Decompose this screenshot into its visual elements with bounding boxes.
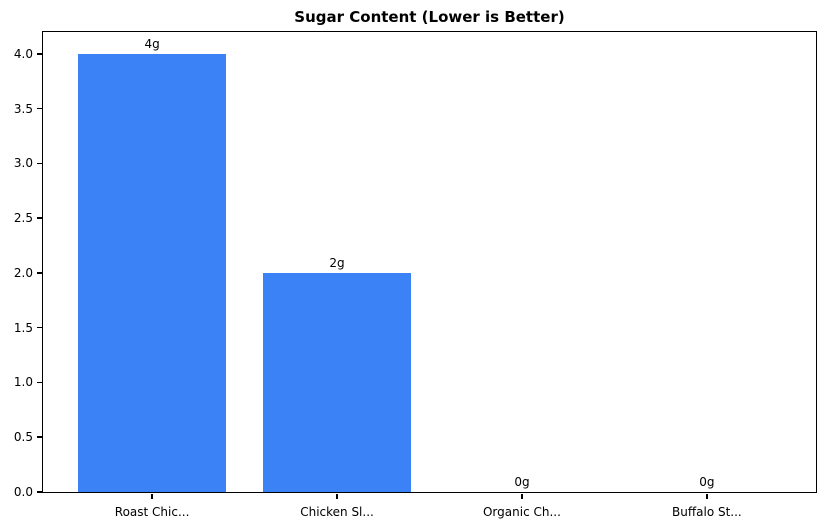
y-tick-label: 3.5 [13,101,33,116]
bar-value-label: 0g [699,475,715,489]
y-tick-label: 0.5 [13,430,33,445]
y-tick-mark [36,162,42,165]
bar-value-label: 0g [514,475,530,489]
y-tick-label: 0.0 [13,485,33,499]
bar [263,272,411,492]
y-tick-mark [36,436,42,438]
y-tick-mark [36,381,42,384]
y-tick-mark [36,272,42,274]
y-tick-label: 2.5 [13,211,33,226]
y-tick-label: 2.0 [13,265,33,280]
x-tick-mark [336,493,338,499]
x-tick-label: Chicken Sl... [300,505,374,519]
chart-title: Sugar Content (Lower is Better) [294,8,565,26]
x-tick-mark [706,493,708,499]
y-tick-label: 1.0 [13,375,33,390]
y-tick-label: 1.5 [13,320,33,335]
x-tick-label: Roast Chic... [114,505,190,519]
y-tick-mark [36,217,42,219]
bar-value-label: 4g [144,36,160,51]
y-tick-mark [36,107,42,110]
x-tick-mark [521,493,523,499]
bar-value-label: 2g [329,255,345,270]
y-tick-label: 4.0 [13,46,33,61]
y-tick-label: 3.0 [13,156,33,171]
plot-area: 0.0 0.5 1.0 1.5 2.0 2.5 3.0 3.5 4.0 4g Roast Chic.… [14,31,817,519]
y-tick-mark [36,326,42,329]
bar [78,53,227,492]
x-tick-label: Buffalo St... [672,505,742,519]
x-tick-label: Organic Ch... [482,505,561,519]
x-tick-mark [151,493,153,499]
y-tick-mark [36,491,42,493]
y-tick-mark [36,53,42,55]
